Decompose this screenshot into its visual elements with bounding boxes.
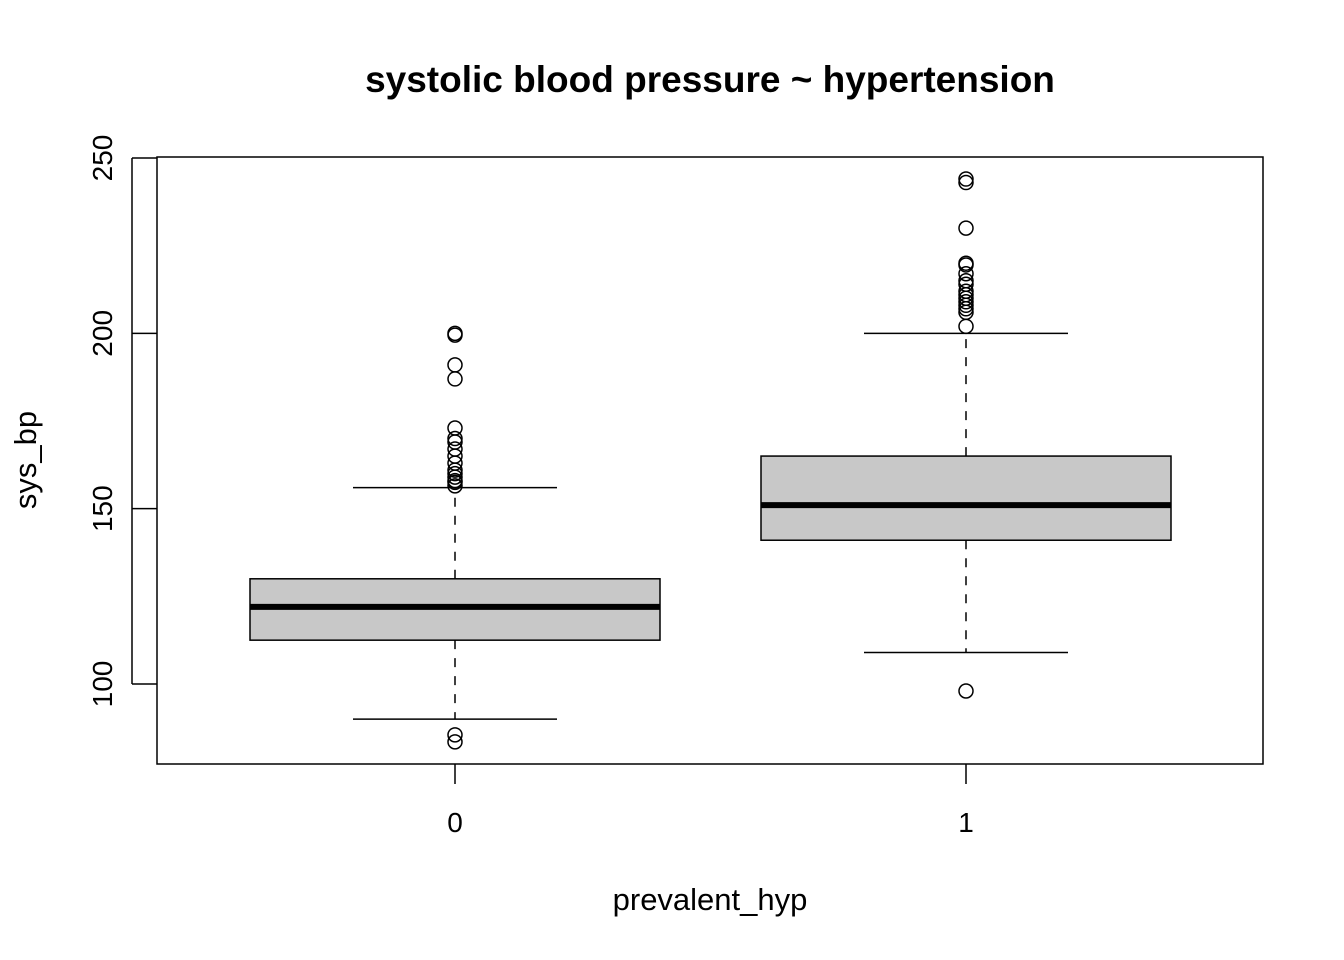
chart-title: systolic blood pressure ~ hypertension [365, 59, 1055, 100]
outlier-point-1-14 [958, 220, 974, 236]
y-axis-label: sys_bp [8, 411, 43, 509]
outlier-point-1-1 [958, 318, 974, 335]
outlier-point-0-1 [447, 727, 463, 743]
outlier-point-0-2 [447, 478, 463, 494]
outlier-point-0-6 [447, 465, 463, 482]
outlier-point-1-15 [958, 174, 974, 191]
x-tick-label-1: 1 [958, 807, 974, 838]
outlier-point-0-17 [447, 325, 463, 342]
outlier-point-1-5 [958, 294, 974, 310]
chart-marks: 100 150 200 250 0 1 [87, 135, 1172, 838]
plot-frame [156, 156, 1264, 765]
x-axis-label: prevalent_hyp [613, 882, 808, 917]
x-tick-label-0: 0 [447, 807, 463, 838]
outlier-point-0-12 [447, 430, 463, 447]
y-tick-label-100: 100 [87, 661, 118, 708]
outlier-point-1-16 [958, 171, 974, 187]
outlier-point-0-4 [447, 472, 463, 489]
outlier-point-1-11 [958, 265, 974, 282]
outlier-point-1-9 [958, 276, 974, 292]
outlier-point-1-0 [958, 683, 974, 699]
outlier-point-1-13 [958, 255, 974, 271]
y-tick-label-150: 150 [87, 485, 118, 532]
box-1 [760, 455, 1172, 541]
outlier-point-0-14 [447, 371, 463, 387]
outlier-point-1-10 [958, 272, 974, 289]
y-tick-label-200: 200 [87, 310, 118, 357]
outlier-point-0-10 [447, 441, 463, 457]
outlier-point-0-15 [447, 357, 463, 373]
y-tick-label-250: 250 [87, 135, 118, 182]
outlier-point-0-13 [447, 420, 463, 436]
outlier-point-0-0 [447, 734, 463, 750]
outlier-point-1-8 [958, 283, 974, 300]
